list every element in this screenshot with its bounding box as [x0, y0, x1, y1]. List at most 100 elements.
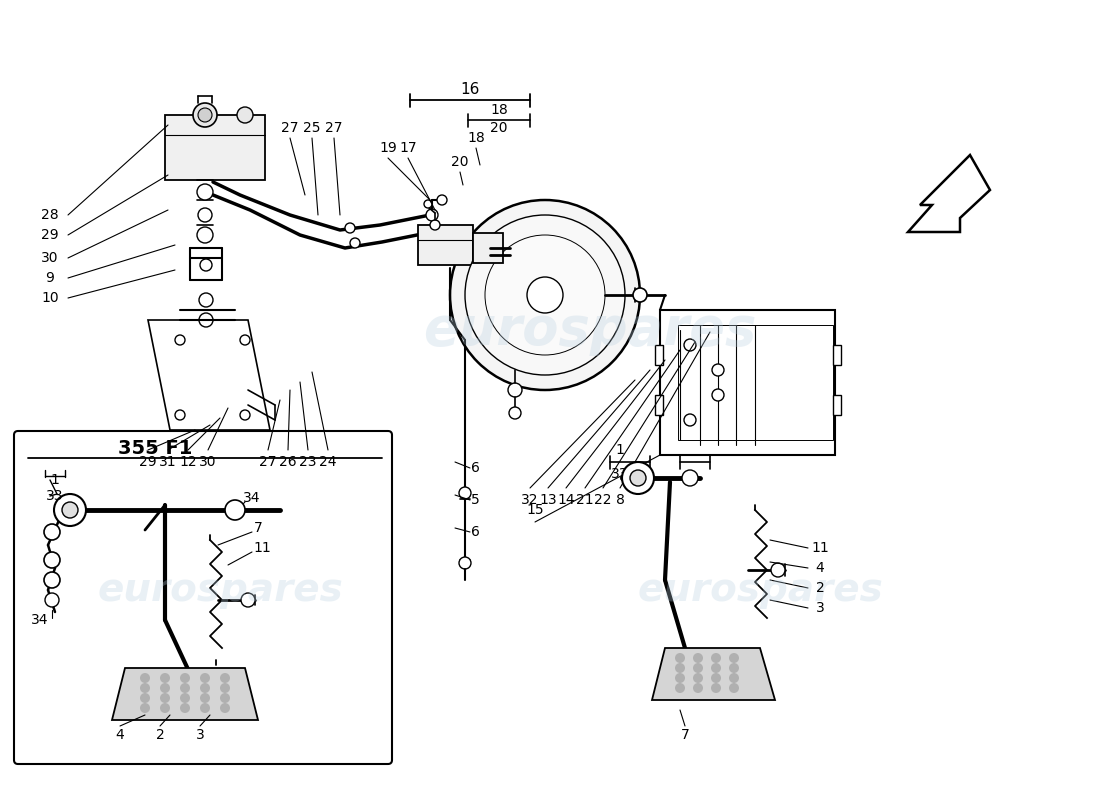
- Circle shape: [485, 235, 605, 355]
- Text: 6: 6: [471, 461, 480, 475]
- Circle shape: [175, 410, 185, 420]
- Circle shape: [200, 673, 210, 683]
- Polygon shape: [112, 668, 258, 720]
- Text: 27: 27: [282, 121, 299, 135]
- Circle shape: [62, 502, 78, 518]
- Circle shape: [200, 703, 210, 713]
- Text: 27: 27: [260, 455, 277, 469]
- Text: 11: 11: [253, 541, 271, 555]
- Circle shape: [527, 277, 563, 313]
- Text: 16: 16: [460, 82, 480, 98]
- Circle shape: [729, 683, 739, 693]
- Text: 12: 12: [179, 455, 197, 469]
- Circle shape: [199, 293, 213, 307]
- Circle shape: [684, 339, 696, 351]
- Circle shape: [693, 673, 703, 683]
- Text: 30: 30: [199, 455, 217, 469]
- Circle shape: [693, 683, 703, 693]
- Circle shape: [675, 683, 685, 693]
- Circle shape: [241, 593, 255, 607]
- Circle shape: [180, 693, 190, 703]
- Circle shape: [508, 383, 522, 397]
- Circle shape: [675, 653, 685, 663]
- Circle shape: [729, 653, 739, 663]
- Circle shape: [729, 663, 739, 673]
- Text: 3: 3: [815, 601, 824, 615]
- Circle shape: [44, 524, 60, 540]
- Text: 27: 27: [326, 121, 343, 135]
- Circle shape: [240, 410, 250, 420]
- Circle shape: [192, 103, 217, 127]
- Circle shape: [426, 209, 438, 221]
- Text: 26: 26: [279, 455, 297, 469]
- Circle shape: [197, 227, 213, 243]
- Text: 13: 13: [539, 493, 557, 507]
- Circle shape: [160, 673, 170, 683]
- Circle shape: [345, 223, 355, 233]
- Circle shape: [45, 593, 59, 607]
- Circle shape: [450, 200, 640, 390]
- Circle shape: [630, 470, 646, 486]
- Text: 8: 8: [616, 493, 625, 507]
- Text: 22: 22: [594, 493, 612, 507]
- Circle shape: [483, 241, 497, 255]
- Circle shape: [711, 683, 720, 693]
- Circle shape: [459, 487, 471, 499]
- Text: 21: 21: [576, 493, 594, 507]
- Circle shape: [175, 335, 185, 345]
- Text: 6: 6: [471, 525, 480, 539]
- Text: 2: 2: [815, 581, 824, 595]
- Circle shape: [140, 673, 150, 683]
- Circle shape: [160, 683, 170, 693]
- Text: 17: 17: [399, 141, 417, 155]
- Text: eurospares: eurospares: [637, 571, 883, 609]
- Polygon shape: [148, 320, 270, 430]
- Circle shape: [632, 288, 647, 302]
- Circle shape: [198, 208, 212, 222]
- Text: 24: 24: [319, 455, 337, 469]
- Text: 355 F1: 355 F1: [118, 438, 192, 458]
- Polygon shape: [908, 155, 990, 232]
- Circle shape: [693, 653, 703, 663]
- Circle shape: [729, 673, 739, 683]
- Text: 1: 1: [51, 473, 59, 487]
- Circle shape: [711, 673, 720, 683]
- Text: 33: 33: [46, 489, 64, 503]
- Text: 20: 20: [491, 121, 508, 135]
- Text: 28: 28: [41, 208, 58, 222]
- Text: 31: 31: [160, 455, 177, 469]
- Text: 30: 30: [42, 251, 58, 265]
- Circle shape: [509, 407, 521, 419]
- Bar: [833, 395, 842, 415]
- Text: 2: 2: [155, 728, 164, 742]
- Text: 4: 4: [116, 728, 124, 742]
- Circle shape: [712, 389, 724, 401]
- Circle shape: [140, 703, 150, 713]
- Text: 3: 3: [196, 728, 205, 742]
- Text: 4: 4: [815, 561, 824, 575]
- Circle shape: [220, 673, 230, 683]
- Circle shape: [682, 470, 698, 486]
- Circle shape: [160, 703, 170, 713]
- Text: 1: 1: [616, 443, 625, 457]
- Bar: [165, 115, 265, 180]
- Bar: [660, 310, 835, 455]
- Text: 10: 10: [41, 291, 58, 305]
- Bar: [654, 345, 663, 365]
- Bar: [678, 325, 833, 440]
- Circle shape: [44, 572, 60, 588]
- Text: 11: 11: [811, 541, 829, 555]
- Text: 15: 15: [526, 503, 543, 517]
- Circle shape: [350, 238, 360, 248]
- Circle shape: [200, 693, 210, 703]
- Text: 33: 33: [612, 467, 629, 481]
- Text: 7: 7: [254, 521, 263, 535]
- Text: 23: 23: [299, 455, 317, 469]
- Circle shape: [199, 313, 213, 327]
- Circle shape: [459, 557, 471, 569]
- FancyBboxPatch shape: [14, 431, 392, 764]
- Circle shape: [621, 462, 654, 494]
- Circle shape: [54, 494, 86, 526]
- Circle shape: [465, 215, 625, 375]
- Text: 19: 19: [379, 141, 397, 155]
